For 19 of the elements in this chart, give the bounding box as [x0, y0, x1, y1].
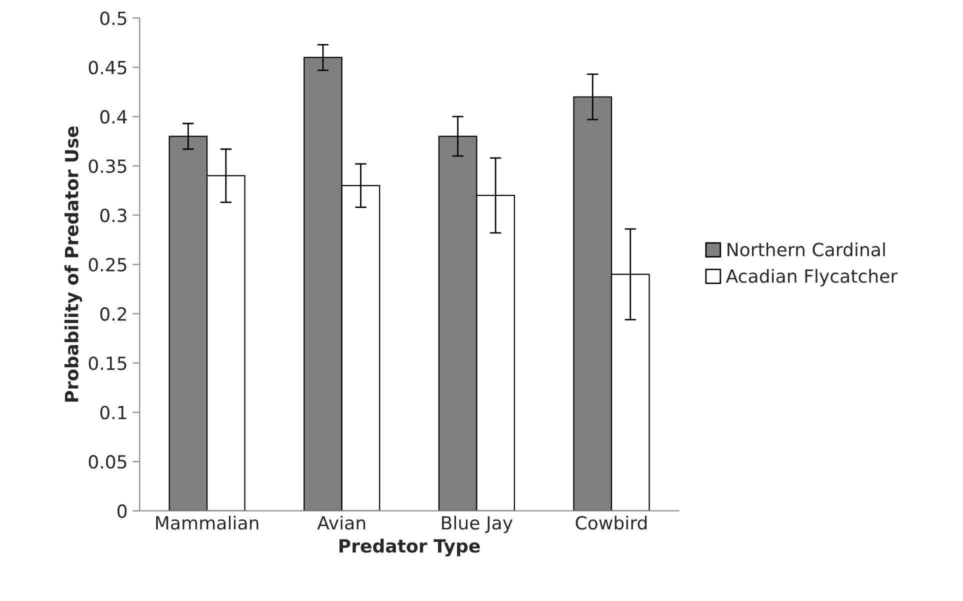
legend-label: Northern Cardinal: [728, 242, 885, 256]
y-tick-label: 0.45: [88, 60, 126, 74]
x-tick-label: Cowbird: [576, 516, 647, 530]
y-tick-label: 0.25: [88, 258, 126, 272]
x-tick-label: Mammalian: [156, 516, 258, 530]
y-tick-label: 0: [118, 504, 127, 518]
y-tick-label: 0.35: [88, 159, 126, 173]
y-tick-label: 0.3: [100, 208, 126, 222]
legend-label: Acadian Flycatcher: [726, 268, 898, 286]
y-tick-label: 0.05: [88, 455, 126, 469]
y-axis-title: Probability of Predator Use: [64, 126, 82, 402]
y-tick-label: 0.5: [100, 11, 126, 26]
x-axis-title: Predator Type: [340, 538, 480, 556]
y-tick-label: 0.2: [100, 307, 126, 321]
x-tick-label: Avian: [317, 516, 366, 530]
y-tick-label: 0.4: [100, 110, 127, 124]
y-tick-label: 0.15: [88, 356, 126, 370]
y-tick-label: 0.1: [100, 406, 126, 420]
x-tick-label: Blue Jay: [442, 516, 513, 534]
